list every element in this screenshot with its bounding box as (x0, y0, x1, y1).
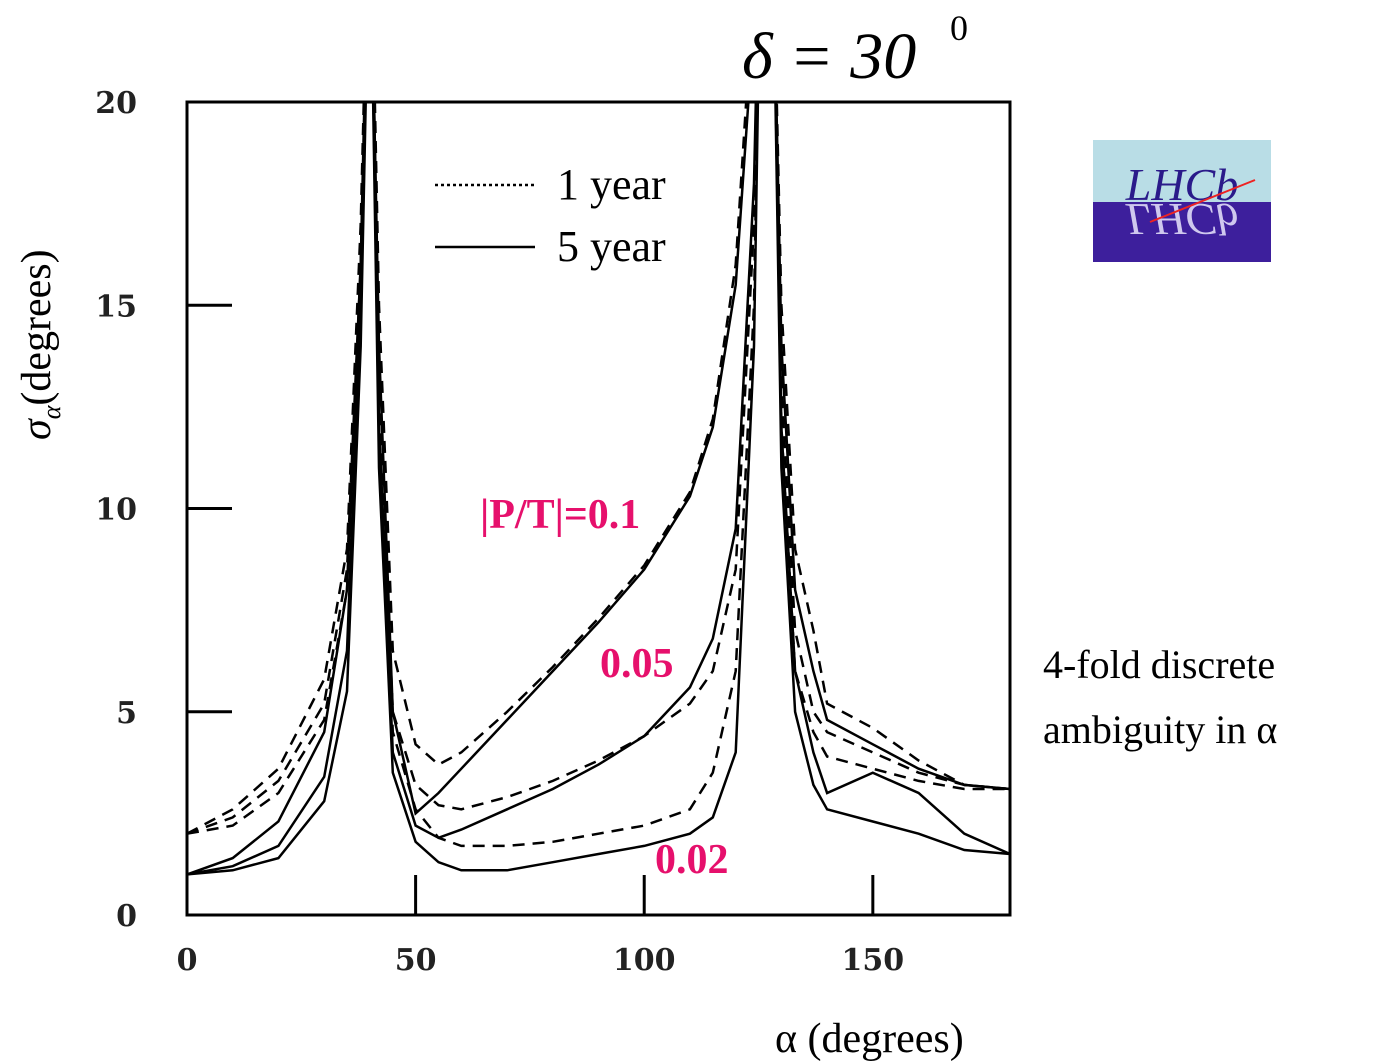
x-axis-label: α (degrees) (775, 1016, 964, 1062)
y-tick-label: 5 (116, 696, 137, 731)
y-tick-label: 15 (95, 289, 137, 324)
logo-bottom (1093, 202, 1271, 262)
legend-label: 5 year (557, 222, 666, 271)
y-tick-label: 0 (116, 899, 137, 934)
y-axis-label-symbol: σ (14, 417, 60, 440)
logo-text: LHCb (1125, 159, 1238, 210)
data-line (187, 102, 1010, 835)
title-superscript: 0 (950, 8, 968, 48)
data-line (187, 102, 1010, 848)
x-tick-label: 100 (613, 943, 676, 978)
logo: LHCb LHCb (1093, 140, 1271, 262)
y-axis-label-subscript: α (37, 404, 66, 419)
y-axis-label-unit: (degrees) (14, 249, 60, 405)
annotation: 0.02 (655, 837, 729, 883)
data-line (187, 102, 1010, 835)
plot-lines (187, 102, 1010, 876)
legend-label: 1 year (557, 160, 666, 209)
logo-top (1093, 140, 1271, 202)
logo-stroke (1149, 179, 1256, 223)
chart-title: δ = 30 (742, 20, 916, 93)
y-tick-label: 10 (95, 493, 137, 528)
logo-reflection: LHCb (1125, 194, 1238, 245)
y-axis-label: σα(degrees) (14, 249, 66, 440)
x-tick-label: 150 (842, 943, 905, 978)
x-tick-label: 0 (177, 943, 198, 978)
note-line: ambiguity in α (1043, 707, 1277, 752)
annotation: 0.05 (600, 641, 674, 687)
y-tick-label: 20 (95, 86, 137, 121)
data-line (187, 102, 1010, 876)
x-tick-label: 50 (395, 943, 437, 978)
note-line: 4-fold discrete (1043, 642, 1275, 687)
annotation: |P/T|=0.1 (480, 492, 640, 538)
